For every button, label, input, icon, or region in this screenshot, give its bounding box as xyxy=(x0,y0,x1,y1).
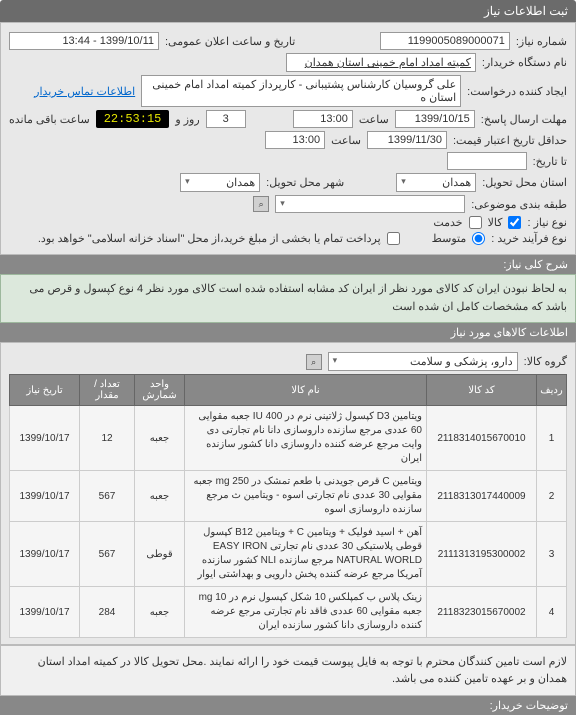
days-field: 3 xyxy=(206,110,246,128)
table-cell: 3 xyxy=(537,522,567,587)
need-no-label: شماره نیاز: xyxy=(516,35,567,48)
valid-label: حداقل تاریخ اعتبار قیمت: xyxy=(453,134,567,147)
table-header: واحد شمارش xyxy=(135,375,185,406)
table-cell: 2118313017440009 xyxy=(427,471,537,522)
table-cell: ویتامین D3 کپسول ژلاتینی نرم در IU 400 ج… xyxy=(185,406,427,471)
valid-hour-field: 13:00 xyxy=(265,131,325,149)
table-header: نام کالا xyxy=(185,375,427,406)
table-header: تاریخ نیاز xyxy=(10,375,80,406)
budget-select[interactable] xyxy=(275,195,465,213)
treasury-label: پرداخت تمام یا بخشی از مبلغ خرید،از محل … xyxy=(38,232,381,245)
table-cell: جعبه xyxy=(135,406,185,471)
type-goods-checkbox[interactable] xyxy=(508,216,521,229)
announce-field: 1399/10/11 - 13:44 xyxy=(9,32,159,50)
deadline-hour-field: 13:00 xyxy=(293,110,353,128)
table-cell: جعبه xyxy=(135,471,185,522)
expire-label: تا تاریخ: xyxy=(533,155,567,168)
table-cell: آهن + اسید فولیک + ویتامین C + ویتامین B… xyxy=(185,522,427,587)
desc-box: به لحاظ نبودن ایران کد کالای مورد نظر از… xyxy=(0,274,576,323)
table-cell: 4 xyxy=(537,587,567,638)
table-row: 12118314015670010ویتامین D3 کپسول ژلاتین… xyxy=(10,406,567,471)
table-header: تعداد / مقدار xyxy=(80,375,135,406)
footer-header: توضیحات خریدار: xyxy=(0,696,576,715)
treasury-checkbox[interactable] xyxy=(387,232,400,245)
creator-label: ایجاد کننده درخواست: xyxy=(467,85,567,98)
valid-hour-label: ساعت xyxy=(331,134,361,147)
table-header: کد کالا xyxy=(427,375,537,406)
city-label: شهر محل تحویل: xyxy=(266,176,344,189)
table-cell: جعبه xyxy=(135,587,185,638)
table-cell: ویتامین C قرص جویدنی با طعم تمشک در mg 2… xyxy=(185,471,427,522)
table-cell: قوطی xyxy=(135,522,185,587)
process-label: نوع فرآیند خرید : xyxy=(491,232,567,245)
table-header: ردیف xyxy=(537,375,567,406)
province-label: استان محل تحویل: xyxy=(482,176,567,189)
buyer-field: کمیته امداد امام خمینی استان همدان xyxy=(286,53,476,72)
province-select[interactable]: همدان xyxy=(396,173,476,192)
search-icon[interactable]: ⌕ xyxy=(253,196,269,212)
type-service-checkbox[interactable] xyxy=(469,216,482,229)
need-no-field: 1199005089000071 xyxy=(380,32,510,50)
desc-header: شرح کلی نیاز: xyxy=(0,255,576,274)
deadline-date-field: 1399/10/15 xyxy=(395,110,475,128)
table-cell: 1399/10/17 xyxy=(10,406,80,471)
table-cell: 1399/10/17 xyxy=(10,471,80,522)
items-header: اطلاعات کالاهای مورد نیاز xyxy=(0,323,576,342)
group-label: گروه کالا: xyxy=(524,355,567,368)
table-cell: 1 xyxy=(537,406,567,471)
type-service-label: خدمت xyxy=(433,216,462,229)
type-label: نوع نیاز : xyxy=(527,216,567,229)
announce-label: تاریخ و ساعت اعلان عمومی: xyxy=(165,35,295,48)
table-cell: 12 xyxy=(80,406,135,471)
table-cell: 284 xyxy=(80,587,135,638)
table-cell: 2 xyxy=(537,471,567,522)
countdown-timer: 22:53:15 xyxy=(96,110,170,128)
table-cell: 567 xyxy=(80,522,135,587)
process-medium-radio[interactable] xyxy=(472,232,485,245)
table-cell: 2118314015670010 xyxy=(427,406,537,471)
group-search-icon[interactable]: ⌕ xyxy=(306,354,322,370)
table-cell: 1399/10/17 xyxy=(10,587,80,638)
buyer-label: نام دستگاه خریدار: xyxy=(482,56,567,69)
city-select[interactable]: همدان xyxy=(180,173,260,192)
expire-field xyxy=(447,152,527,170)
budget-label: طبقه بندی موضوعی: xyxy=(471,198,567,211)
table-cell: 2118323015670002 xyxy=(427,587,537,638)
deadline-label: مهلت ارسال پاسخ: xyxy=(481,113,567,126)
contact-link[interactable]: اطلاعات تماس خریدار xyxy=(34,85,135,98)
creator-field: علی گروسیان کارشناس پشتیبانی - کارپرداز … xyxy=(141,75,461,107)
table-cell: 2111313195300002 xyxy=(427,522,537,587)
panel-header: ثبت اطلاعات نیاز xyxy=(0,0,576,22)
deadline-hour-label: ساعت xyxy=(359,113,389,126)
process-medium-label: متوسط xyxy=(432,232,467,245)
table-row: 32111313195300002آهن + اسید فولیک + ویتا… xyxy=(10,522,567,587)
table-cell: 567 xyxy=(80,471,135,522)
days-label: روز و xyxy=(175,113,199,126)
items-table: ردیفکد کالانام کالاواحد شمارشتعداد / مقد… xyxy=(9,374,567,638)
type-goods-label: کالا xyxy=(488,216,503,229)
remain-label: ساعت باقی مانده xyxy=(9,113,90,126)
table-row: 22118313017440009ویتامین C قرص جویدنی با… xyxy=(10,471,567,522)
table-cell: 1399/10/17 xyxy=(10,522,80,587)
table-row: 42118323015670002زینک پلاس ب کمپلکس 10 ش… xyxy=(10,587,567,638)
info-section: شماره نیاز: 1199005089000071 تاریخ و ساع… xyxy=(0,22,576,255)
table-cell: زینک پلاس ب کمپلکس 10 شکل کپسول نرم در m… xyxy=(185,587,427,638)
group-select[interactable]: دارو، پزشکی و سلامت xyxy=(328,352,518,371)
valid-date-field: 1399/11/30 xyxy=(367,131,447,149)
note-box: لازم است تامین کنندگان محترم با توجه به … xyxy=(0,645,576,696)
